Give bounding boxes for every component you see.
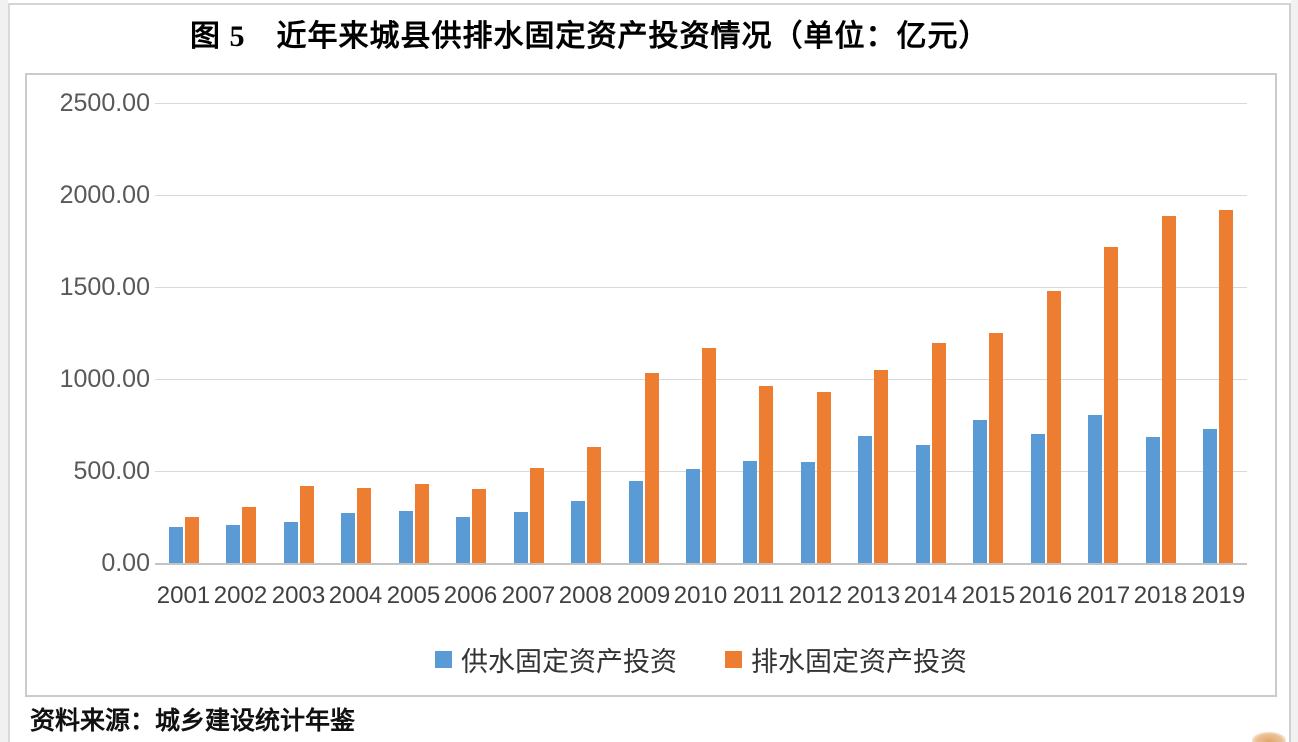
bar-drain-2009 <box>645 373 659 563</box>
y-tick-label: 2000.00 <box>59 181 150 209</box>
figure-title: 图 5 近年来城县供排水固定资产投资情况（单位：亿元） <box>190 20 990 53</box>
bar-drain-2005 <box>415 484 429 563</box>
bar-drain-2001 <box>185 517 199 563</box>
x-tick-label-2001: 2001 <box>156 582 211 609</box>
bar-supply-2007 <box>514 512 528 563</box>
legend-item-drain: 排水固定资产投资 <box>725 640 967 679</box>
legend-label-supply: 供水固定资产投资 <box>461 647 677 677</box>
supply-square-icon <box>435 651 452 668</box>
bar-supply-2015 <box>973 420 987 563</box>
y-tick-label: 2500.00 <box>59 89 150 117</box>
plot-area <box>155 103 1247 565</box>
x-tick-label-2006: 2006 <box>443 582 498 609</box>
x-tick-label-2008: 2008 <box>558 582 613 609</box>
bar-drain-2008 <box>587 447 601 563</box>
bar-drain-2004 <box>357 488 371 563</box>
bar-drain-2017 <box>1104 247 1118 563</box>
y-tick-label: 1000.00 <box>59 365 150 393</box>
bar-drain-2010 <box>702 348 716 563</box>
bar-drain-2018 <box>1162 216 1176 563</box>
bar-drain-2013 <box>874 370 888 563</box>
x-axis-labels: 2001 2002 2003 2004 2005 2006 2007 2008 2009 2010… <box>155 582 1247 612</box>
drain-square-icon <box>725 651 742 668</box>
bar-supply-2016 <box>1031 434 1045 563</box>
cropped-orange-graphic <box>1252 732 1286 742</box>
page-border-top <box>8 3 1290 5</box>
bar-supply-2012 <box>801 462 815 563</box>
x-tick-label-2013: 2013 <box>846 582 901 609</box>
x-tick-label-2011: 2011 <box>732 582 785 609</box>
legend-label-drain: 排水固定资产投资 <box>751 647 967 677</box>
bar-supply-2009 <box>629 481 643 563</box>
bar-supply-2014 <box>916 445 930 563</box>
x-tick-label-2009: 2009 <box>616 582 671 609</box>
x-tick-label-2019: 2019 <box>1191 582 1246 609</box>
x-tick-label-2012: 2012 <box>788 582 843 609</box>
source-note: 资料来源：城乡建设统计年鉴 <box>30 708 356 735</box>
bar-supply-2017 <box>1088 415 1102 563</box>
bar-drain-2014 <box>932 343 946 563</box>
bar-drain-2019 <box>1219 210 1233 563</box>
bar-supply-2006 <box>456 517 470 563</box>
bar-drain-2002 <box>242 507 256 563</box>
x-tick-label-2003: 2003 <box>271 582 326 609</box>
x-tick-label-2004: 2004 <box>328 582 383 609</box>
gridline <box>155 379 1247 380</box>
gridline <box>155 195 1247 196</box>
bar-supply-2010 <box>686 469 700 563</box>
page-border-right <box>1289 3 1291 742</box>
chart-legend: 供水固定资产投资 排水固定资产投资 <box>155 640 1247 679</box>
legend-item-supply: 供水固定资产投资 <box>435 640 677 679</box>
x-tick-label-2016: 2016 <box>1018 582 1073 609</box>
bar-drain-2015 <box>989 333 1003 563</box>
x-tick-label-2018: 2018 <box>1133 582 1188 609</box>
page-margin-left <box>0 0 8 742</box>
x-tick-label-2010: 2010 <box>673 582 728 609</box>
bar-drain-2011 <box>759 386 773 563</box>
bar-supply-2018 <box>1146 437 1160 563</box>
gridline <box>155 471 1247 472</box>
gridline <box>155 103 1247 104</box>
bar-supply-2005 <box>399 511 413 563</box>
x-tick-label-2015: 2015 <box>961 582 1016 609</box>
bar-supply-2008 <box>571 501 585 563</box>
bar-supply-2019 <box>1203 429 1217 563</box>
bar-supply-2011 <box>743 461 757 563</box>
page-border-left <box>8 3 10 742</box>
y-tick-label: 500.00 <box>73 457 150 485</box>
page-margin-right <box>1291 0 1298 742</box>
gridline <box>155 287 1247 288</box>
x-tick-label-2014: 2014 <box>903 582 958 609</box>
bar-drain-2003 <box>300 486 314 563</box>
bar-supply-2002 <box>226 525 240 563</box>
x-tick-label-2005: 2005 <box>386 582 441 609</box>
bar-supply-2001 <box>169 527 183 563</box>
y-tick-label: 0.00 <box>101 549 150 577</box>
y-tick-label: 1500.00 <box>59 273 150 301</box>
bar-supply-2013 <box>858 436 872 563</box>
x-tick-label-2007: 2007 <box>501 582 556 609</box>
bar-drain-2016 <box>1047 291 1061 563</box>
bar-drain-2006 <box>472 489 486 563</box>
bar-supply-2004 <box>341 513 355 563</box>
bar-drain-2012 <box>817 392 831 563</box>
bar-drain-2007 <box>530 468 544 563</box>
x-axis-baseline <box>155 563 1247 565</box>
x-tick-label-2002: 2002 <box>213 582 268 609</box>
bar-supply-2003 <box>284 522 298 563</box>
x-tick-label-2017: 2017 <box>1076 582 1131 609</box>
